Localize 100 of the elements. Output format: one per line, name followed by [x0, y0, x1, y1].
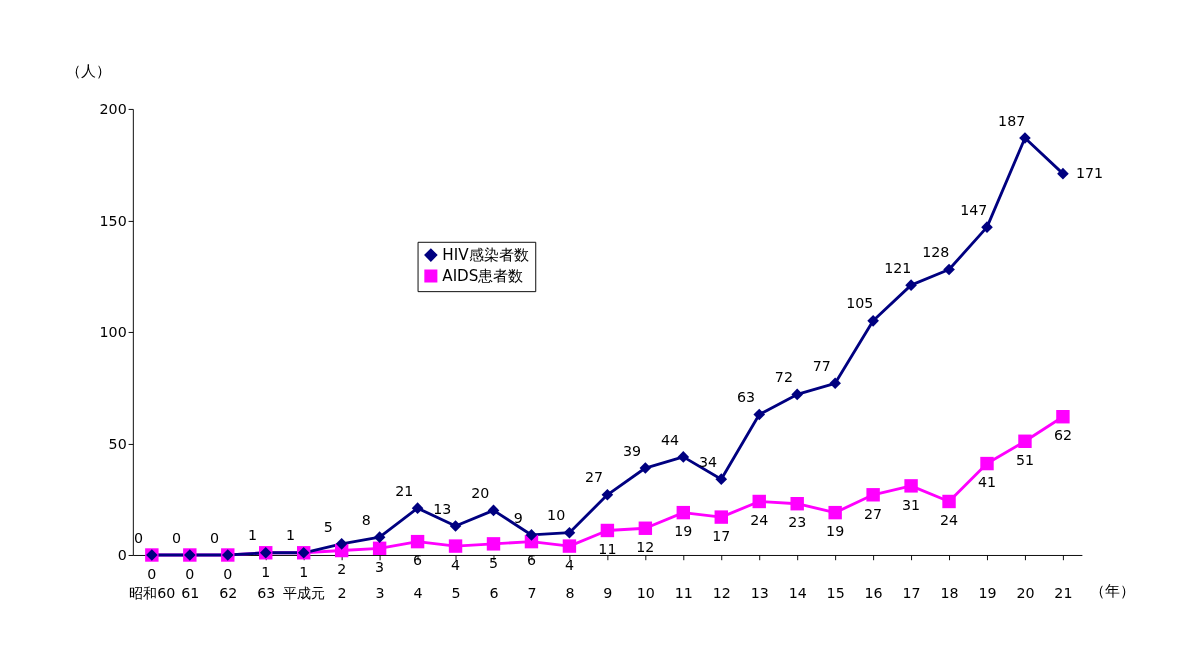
- x-tick-label: 5: [451, 585, 461, 602]
- data-label: 5: [323, 518, 333, 535]
- point: [715, 473, 728, 485]
- data-label: 3: [375, 559, 385, 576]
- data-label: 105: [846, 295, 874, 312]
- data-label: 4: [564, 556, 574, 573]
- point: [943, 263, 955, 276]
- data-label: 1: [261, 563, 271, 580]
- point: [1057, 167, 1069, 180]
- x-tick-label: 62: [219, 585, 238, 602]
- data-label: 4: [451, 556, 461, 573]
- x-axis-title: （年）: [1089, 581, 1135, 600]
- data-label: 8: [361, 511, 371, 528]
- point: [867, 315, 879, 327]
- data-label: 17: [712, 527, 731, 544]
- data-label: 128: [922, 244, 950, 261]
- point: [486, 537, 501, 551]
- point: [638, 521, 653, 535]
- data-label: 12: [636, 538, 655, 555]
- data-label: 72: [774, 369, 793, 386]
- point: [942, 494, 956, 509]
- data-label: 5: [488, 554, 499, 571]
- data-label: 11: [598, 541, 617, 558]
- point: [411, 502, 424, 514]
- point: [448, 539, 463, 553]
- data-label: 1: [299, 563, 309, 580]
- data-label: 1: [247, 527, 257, 544]
- point: [373, 531, 386, 543]
- point: [600, 523, 615, 538]
- point: [790, 497, 804, 511]
- data-label: 187: [998, 112, 1026, 129]
- point: [677, 451, 690, 463]
- data-label: 6: [413, 552, 423, 569]
- x-tick-label: 18: [940, 585, 959, 602]
- point: [714, 510, 728, 524]
- point: [449, 520, 462, 532]
- data-label: 27: [585, 469, 604, 486]
- point: [676, 505, 691, 520]
- point: [487, 504, 500, 517]
- data-label: 121: [884, 259, 912, 276]
- point: [562, 539, 577, 553]
- point: [601, 488, 614, 501]
- data-label: 62: [1053, 427, 1072, 444]
- x-tick-label: 63: [257, 585, 276, 602]
- data-label: 24: [940, 512, 959, 529]
- point: [904, 479, 918, 493]
- point: [372, 541, 387, 556]
- y-tick-label: 50: [108, 435, 127, 452]
- y-axis-title: （人）: [66, 61, 112, 80]
- y-tick-label: 0: [117, 547, 127, 564]
- data-label: 24: [750, 512, 769, 529]
- legend-label: HIV感染者数: [442, 245, 529, 264]
- point: [905, 279, 917, 291]
- data-label: 0: [147, 565, 157, 582]
- y-tick-label: 200: [99, 101, 127, 118]
- x-tick-label: 7: [527, 585, 537, 602]
- data-label: 21: [395, 482, 414, 499]
- point: [563, 526, 576, 539]
- point: [1018, 434, 1032, 448]
- x-tick-label: 3: [375, 585, 385, 602]
- data-label: 147: [960, 201, 988, 218]
- x-tick-label: 4: [413, 585, 423, 602]
- data-label: 13: [433, 500, 452, 517]
- x-tick-label: 平成元: [283, 585, 326, 602]
- x-tick-label: 17: [902, 585, 921, 602]
- point: [639, 462, 652, 474]
- data-label: 19: [826, 523, 845, 540]
- x-tick-label: 61: [181, 585, 200, 602]
- point: [828, 505, 842, 520]
- x-tick-label: 12: [712, 585, 731, 602]
- data-label: 77: [812, 357, 831, 374]
- data-label: 6: [526, 552, 536, 569]
- data-label: 0: [223, 565, 233, 582]
- x-tick-label: 19: [978, 585, 997, 602]
- point: [1056, 410, 1070, 424]
- point: [980, 456, 994, 471]
- x-tick-label: 昭和60: [129, 585, 176, 602]
- data-label: 19: [674, 523, 693, 540]
- data-label: 10: [547, 507, 566, 524]
- data-label: 44: [660, 431, 680, 448]
- point: [829, 377, 841, 390]
- data-label: 20: [471, 485, 490, 502]
- x-tick-label: 15: [826, 585, 845, 602]
- legend-label: AIDS患者数: [442, 266, 524, 285]
- point: [791, 388, 804, 401]
- x-tick-label: 8: [565, 585, 575, 602]
- x-tick-label: 10: [636, 585, 655, 602]
- point: [866, 488, 880, 502]
- data-label: 34: [698, 453, 718, 470]
- data-label: 9: [513, 509, 523, 526]
- data-label: 0: [209, 529, 220, 546]
- data-label: 39: [623, 442, 642, 459]
- data-label: 41: [977, 474, 997, 491]
- x-tick-label: 9: [603, 585, 613, 602]
- point: [753, 408, 766, 421]
- x-tick-label: 20: [1016, 585, 1035, 602]
- x-tick-label: 6: [489, 585, 499, 602]
- x-tick-label: 16: [864, 585, 883, 602]
- point: [752, 494, 766, 509]
- data-label: 0: [185, 565, 195, 582]
